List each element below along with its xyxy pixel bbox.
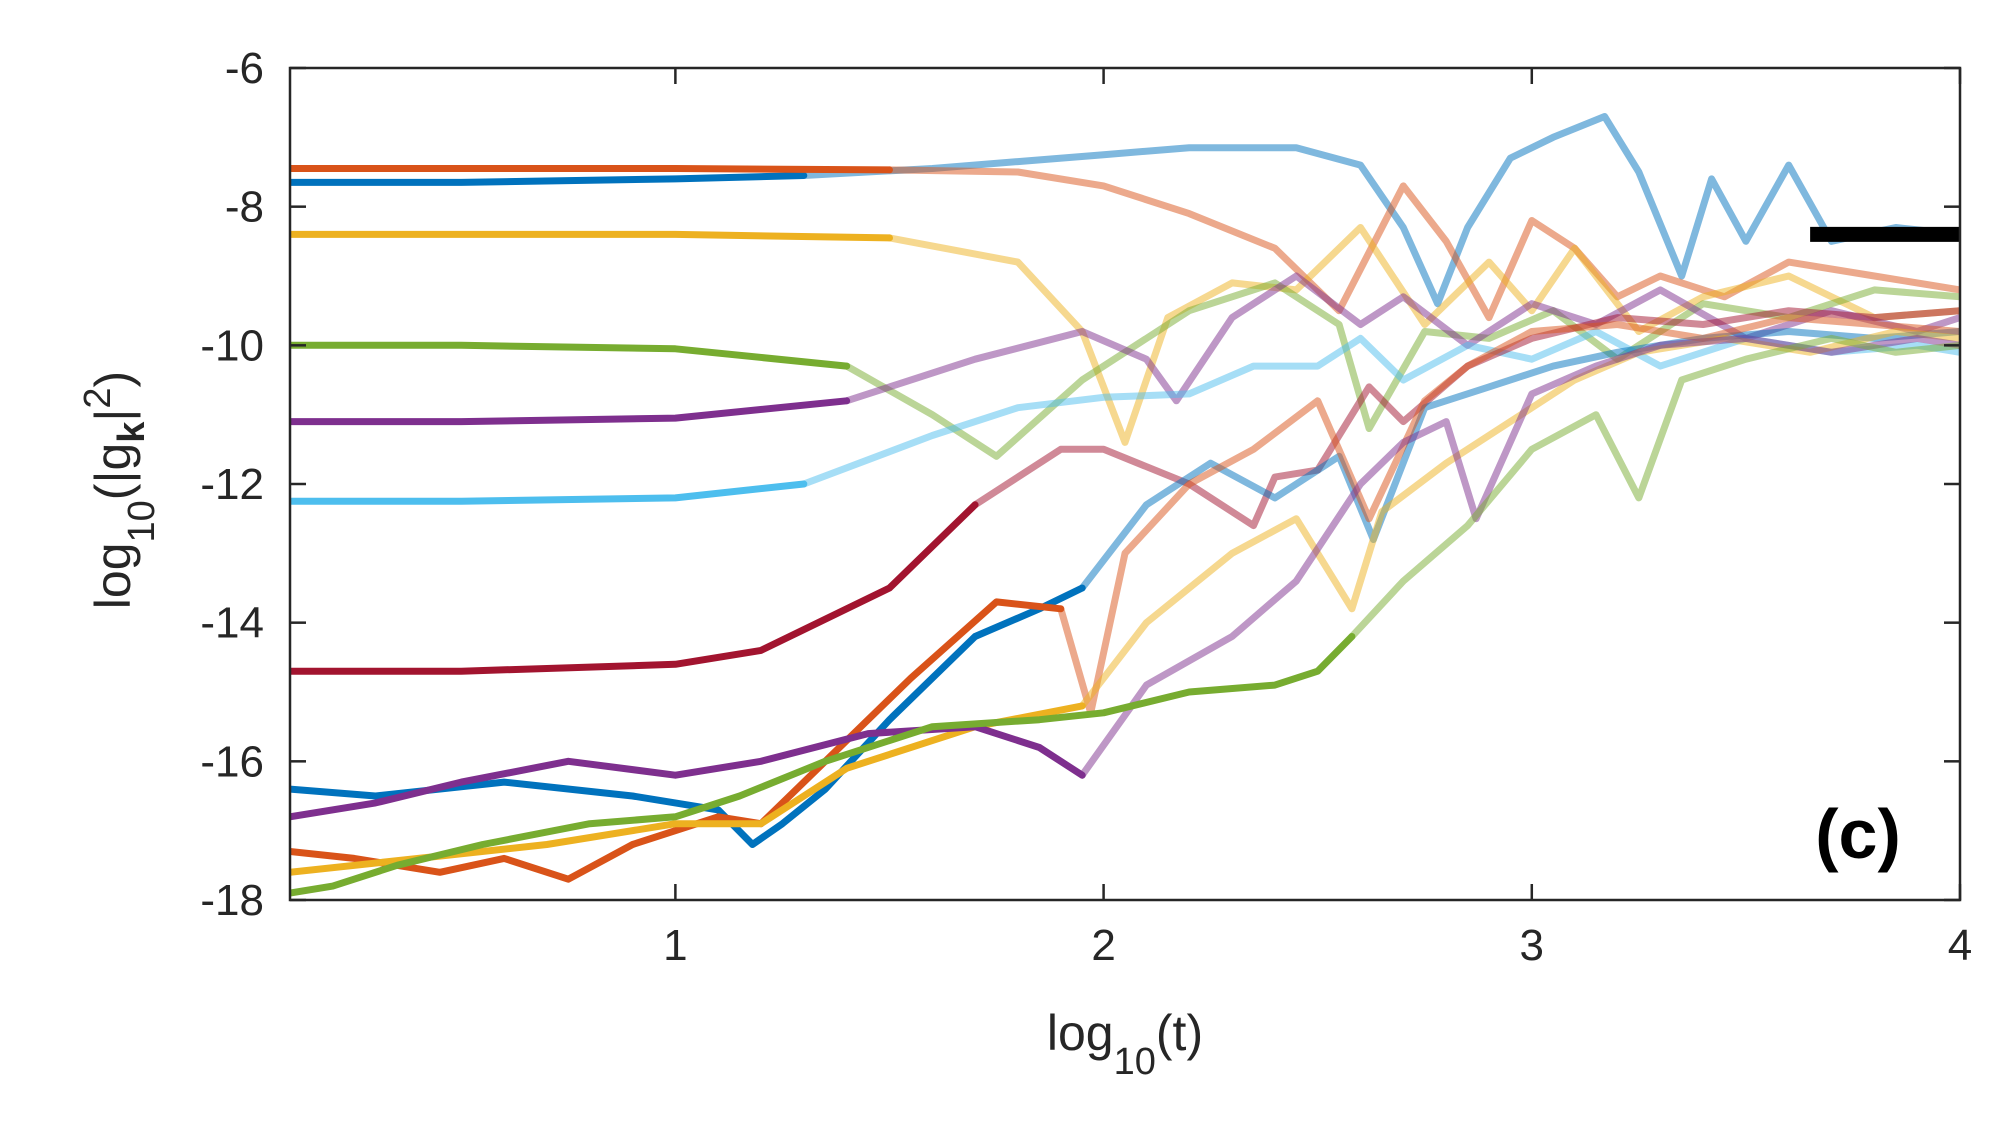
- y-axis-ticks: -18 -16 -14 -12 -10 -8 -6: [200, 44, 1960, 925]
- y-axis-label-superscript: 2: [77, 387, 119, 408]
- series-6-line: [290, 480, 808, 505]
- y-axis-label-bar: |: [85, 409, 141, 422]
- series-7-line: [290, 501, 979, 675]
- y-axis-label-prefix: log: [85, 542, 141, 609]
- series-2-line: [290, 165, 893, 174]
- x-axis-label: log10(t): [1047, 1005, 1203, 1083]
- series-3-faded-line: [886, 224, 1960, 446]
- y-tick-label: -10: [200, 321, 264, 370]
- series-1-faded-line: [800, 113, 1960, 308]
- y-tick-label: -6: [225, 44, 264, 93]
- y-tick-label: -12: [200, 460, 264, 509]
- series-5-line: [290, 397, 851, 426]
- y-axis-label-close: ): [85, 371, 141, 388]
- series-7-faded-line: [971, 307, 1960, 530]
- y-axis-label-subscript: 10: [121, 500, 163, 542]
- y-tick-label: -16: [200, 737, 264, 786]
- series-4-line: [290, 341, 851, 370]
- x-axis-label-prefix: log: [1047, 1005, 1114, 1061]
- series-8-line: [290, 584, 1086, 848]
- y-axis-label-bold-subscript: k: [111, 421, 153, 443]
- x-tick-label: 3: [1520, 921, 1544, 970]
- y-axis-label-mid: (|g: [85, 443, 141, 500]
- x-axis-label-suffix: (t): [1156, 1005, 1203, 1061]
- series-4-faded-line: [843, 279, 1960, 460]
- x-tick-label: 1: [663, 921, 687, 970]
- series-layer: [290, 113, 1960, 897]
- series-11-line: [290, 723, 1086, 821]
- series-9-faded-line: [1057, 314, 1960, 717]
- y-axis-label: log10(|gk|2): [77, 371, 163, 609]
- y-tick-label: -18: [200, 876, 264, 925]
- panel-label: (c): [1815, 795, 1901, 873]
- series-1-line: [290, 172, 808, 186]
- series-12-faded-line: [1348, 334, 1960, 640]
- x-tick-label: 2: [1091, 921, 1115, 970]
- series-12-line: [290, 633, 1356, 897]
- series-9-line: [290, 598, 1065, 883]
- x-axis-label-subscript: 10: [1114, 1041, 1156, 1083]
- series-3-line: [290, 230, 893, 242]
- y-tick-label: -14: [200, 599, 264, 648]
- y-tick-label: -8: [225, 183, 264, 232]
- x-tick-label: 4: [1948, 921, 1972, 970]
- x-axis-ticks: 1 2 3 4: [663, 68, 1972, 970]
